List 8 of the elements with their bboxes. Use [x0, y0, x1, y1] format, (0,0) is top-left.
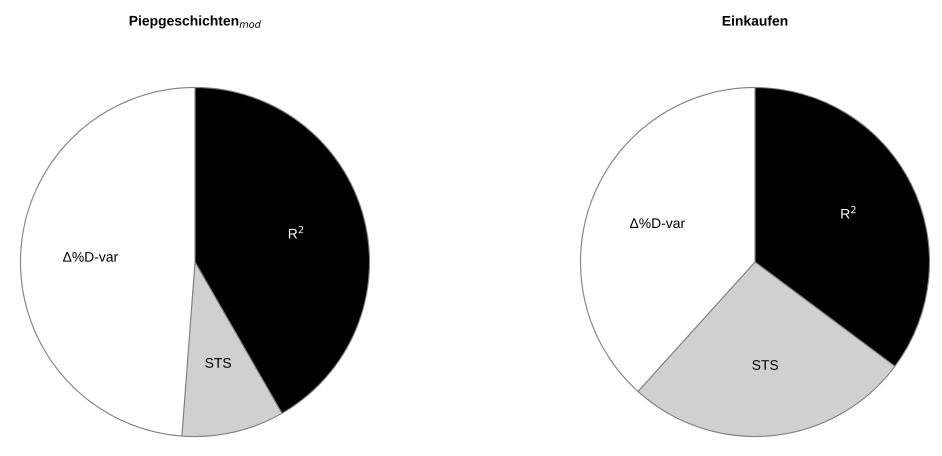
chart-title: Piepgeschichten$_{mod}$	[130, 15, 261, 28]
slice-label: Δ%D-var	[630, 218, 685, 228]
slice-label: R$^{2}$	[841, 206, 856, 219]
chart-title: Einkaufen	[722, 16, 788, 26]
slice-label: STS	[205, 358, 232, 368]
slice-label: Δ%D-var	[62, 252, 118, 262]
slice-label: STS	[752, 360, 778, 370]
slice-label: R$^{2}$	[288, 226, 304, 238]
